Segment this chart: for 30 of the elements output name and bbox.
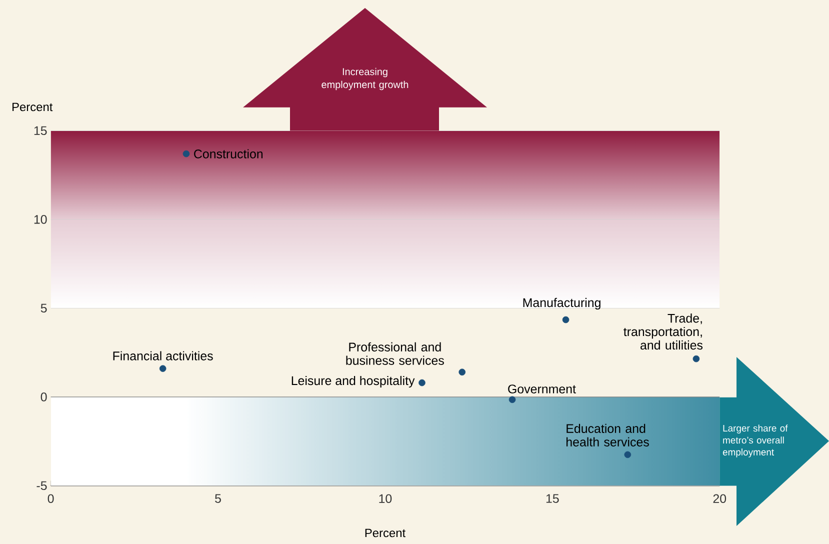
point <box>562 316 570 324</box>
annotation: Manufacturing <box>523 298 600 310</box>
x-tick-label: 20 <box>713 494 726 504</box>
text: Larger share of metro’s overall employment <box>722 424 788 458</box>
text: Increasing employment growth <box>322 68 408 90</box>
annotation: Professional and business services <box>346 342 444 365</box>
point <box>508 396 516 404</box>
x-tick-label: 15 <box>546 494 559 503</box>
y-tick-label: -5 <box>36 481 47 490</box>
x-tick-label: 0 <box>48 494 54 504</box>
annotation: Government <box>508 384 576 394</box>
annotation: Trade, transportation, and utilities <box>624 314 703 350</box>
point <box>692 355 700 362</box>
y-axis-title: Percent <box>12 102 53 112</box>
annotation: Construction <box>194 149 263 158</box>
y-tick-label: 10 <box>34 215 47 224</box>
y-tick-label: 15 <box>34 126 47 136</box>
annotation: Leisure and hospitality <box>292 376 415 388</box>
x-axis-title: Percent <box>365 528 406 538</box>
point <box>624 451 632 458</box>
point <box>182 150 190 158</box>
point <box>458 368 466 376</box>
x-tick-label: 10 <box>379 494 392 504</box>
point <box>418 379 426 386</box>
annotation: Financial activities <box>113 351 213 360</box>
x-tick-label: 5 <box>215 494 221 503</box>
point <box>159 365 166 372</box>
annotation: Education and health services <box>566 424 649 446</box>
y-tick-label: 0 <box>40 392 47 402</box>
y-tick-label: 5 <box>40 304 47 313</box>
